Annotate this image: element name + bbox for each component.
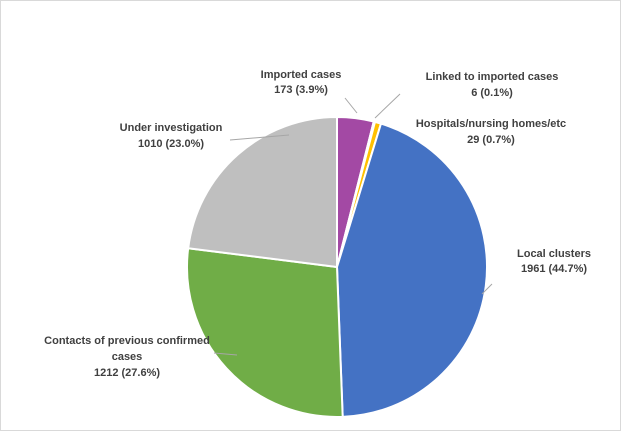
label-linked-imported-value: 6 (0.1%) [471,87,513,99]
pie-slice-local-clusters [335,122,489,418]
leader-imported-cases [344,97,358,114]
leader-contacts [213,352,238,356]
label-imported-cases-value: 173 (3.9%) [274,84,328,96]
label-linked-imported-name: Linked to imported cases [426,71,559,83]
label-contacts-value: 1212 (27.6%) [94,367,160,379]
pie-slices [186,115,489,418]
leader-under-investigation [229,134,290,141]
pie-slice-contacts-of-previous-confirmed-cases [186,247,344,418]
label-imported-cases-name: Imported cases [261,69,342,81]
leader-linked-imported [374,93,401,119]
label-local-clusters-name: Local clusters [517,248,591,260]
leader-local-clusters [481,283,493,295]
label-local-clusters-value: 1961 (44.7%) [521,263,587,275]
label-hospitals-value: 29 (0.7%) [467,134,515,146]
label-contacts-name-line1: Contacts of previous confirmed [44,335,210,347]
leader-lines [213,93,493,356]
label-under-investigation-name: Under investigation [120,122,223,134]
label-hospitals-name: Hospitals/nursing homes/etc [416,118,566,130]
pie-slice-under-investigation [187,115,338,269]
label-under-investigation-value: 1010 (23.0%) [138,138,204,150]
label-contacts-name-line2: cases [112,351,143,363]
